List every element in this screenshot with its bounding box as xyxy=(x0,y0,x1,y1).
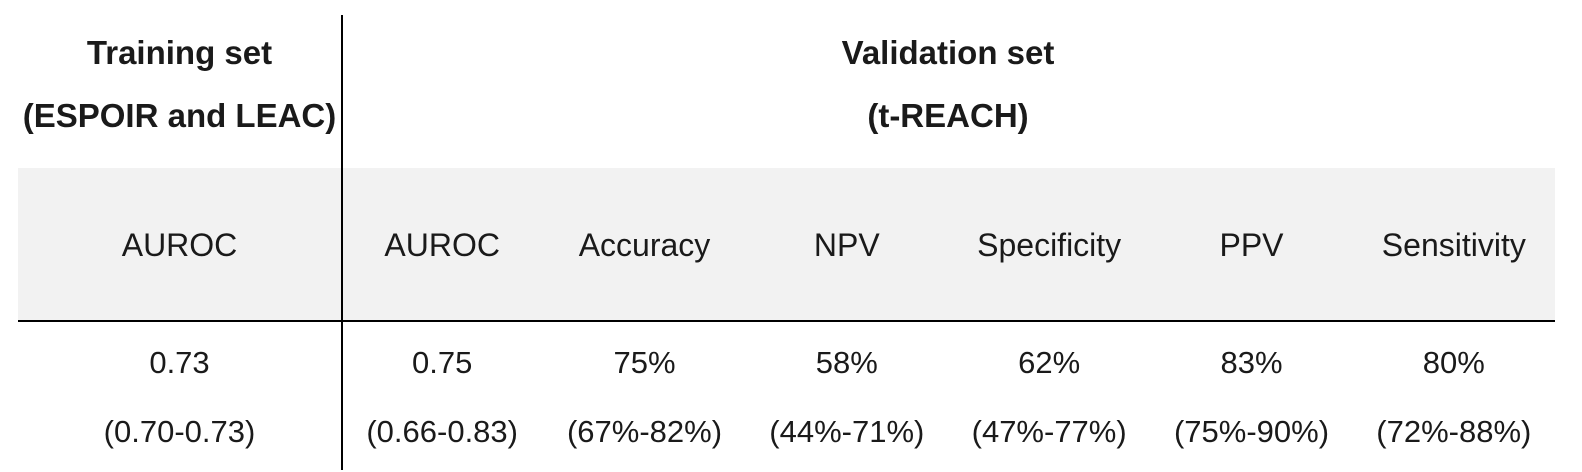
cell-specificity: 62% (47%-77%) xyxy=(948,322,1150,472)
column-header-label: Sensitivity xyxy=(1381,227,1526,263)
metric-ci: (72%-88%) xyxy=(1376,414,1532,449)
training-set-title: Training set xyxy=(86,34,273,71)
column-header-accuracy: Accuracy xyxy=(543,168,746,322)
column-header-label: PPV xyxy=(1219,227,1284,263)
metric-ci: (47%-77%) xyxy=(971,414,1127,449)
column-header-npv: NPV xyxy=(745,168,948,322)
column-header-label: AUROC xyxy=(384,227,500,263)
training-set-group-header: Training set (ESPOIR and LEAC) xyxy=(18,0,341,168)
training-set-cohorts: (ESPOIR and LEAC) xyxy=(22,97,337,134)
column-header-label: AUROC xyxy=(121,227,238,263)
column-header-label: Accuracy xyxy=(578,227,711,263)
metric-value: 83% xyxy=(1220,345,1283,380)
metric-ci: (0.70-0.73) xyxy=(103,414,256,449)
cell-training-auroc: 0.73 (0.70-0.73) xyxy=(18,322,341,472)
metric-value: 62% xyxy=(1018,345,1081,380)
validation-set-title: Validation set xyxy=(841,34,1055,71)
cell-npv: 58% (44%-71%) xyxy=(746,322,948,472)
column-header-specificity: Specificity xyxy=(947,168,1151,322)
cell-accuracy: 75% (67%-82%) xyxy=(543,322,745,472)
results-table-grid: Training set (ESPOIR and LEAC) Validatio… xyxy=(18,0,1555,472)
metric-ci: (0.66-0.83) xyxy=(366,414,518,449)
metric-ci: (75%-90%) xyxy=(1173,414,1330,449)
metric-value: 0.75 xyxy=(411,345,473,380)
metric-ci: (44%-71%) xyxy=(769,414,925,449)
column-header-ppv: PPV xyxy=(1150,168,1353,322)
cell-ppv: 83% (75%-90%) xyxy=(1150,322,1352,472)
metric-ci: (67%-82%) xyxy=(566,414,723,449)
validation-set-cohort: (t-REACH) xyxy=(867,97,1029,134)
metric-value: 80% xyxy=(1422,345,1485,380)
metric-value: 58% xyxy=(815,345,878,380)
vertical-divider-line xyxy=(341,15,343,470)
cell-validation-auroc: 0.75 (0.66-0.83) xyxy=(341,322,543,472)
cell-sensitivity: 80% (72%-88%) xyxy=(1353,322,1555,472)
column-header-sensitivity: Sensitivity xyxy=(1352,168,1555,322)
horizontal-rule-line xyxy=(18,320,1555,322)
column-header-label: NPV xyxy=(813,227,880,263)
metric-value: 0.73 xyxy=(149,345,210,380)
column-header-label: Specificity xyxy=(977,227,1122,263)
metric-value: 75% xyxy=(613,345,676,380)
column-header-validation-auroc: AUROC xyxy=(341,168,544,322)
validation-set-group-header: Validation set (t-REACH) xyxy=(341,0,1555,168)
column-header-training-auroc: AUROC xyxy=(18,168,341,322)
